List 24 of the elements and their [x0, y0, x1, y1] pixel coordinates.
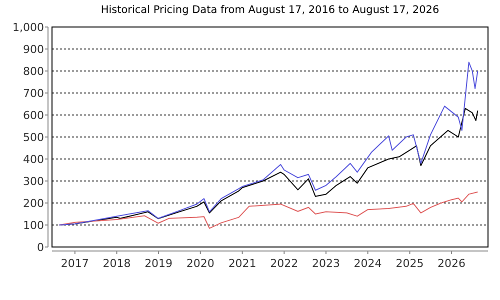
y-tick-label: 200: [23, 196, 44, 210]
x-tick-label: 2022: [270, 257, 298, 270]
y-tick-label: 300: [23, 174, 44, 188]
y-tick-label: 600: [23, 108, 44, 122]
x-tick-label: 2026: [438, 257, 466, 270]
x-tick-label: 2024: [354, 257, 382, 270]
y-tick-label: 100: [23, 218, 44, 232]
y-tick-label: 0: [37, 240, 44, 254]
y-tick-label: 900: [23, 42, 44, 56]
line-series: [58, 192, 478, 229]
x-tick-label: 2018: [102, 257, 131, 270]
y-tick-label: 800: [23, 64, 44, 78]
y-tick-label: 400: [23, 152, 44, 166]
line-series: [58, 62, 478, 226]
x-tick-label: 2020: [186, 257, 214, 270]
x-tick-label: 2023: [312, 257, 340, 270]
x-tick-label: 2021: [228, 257, 256, 270]
y-tick-label: 700: [23, 86, 44, 100]
x-tick-label: 2019: [144, 257, 173, 270]
x-tick-label: 2017: [60, 257, 89, 270]
chart-title: Historical Pricing Data from August 17, 2016 to August 17, 2026: [100, 4, 440, 16]
y-tick-label: 1,000: [12, 20, 44, 34]
x-tick-label: 2025: [396, 257, 424, 270]
y-tick-label: 500: [23, 130, 44, 144]
